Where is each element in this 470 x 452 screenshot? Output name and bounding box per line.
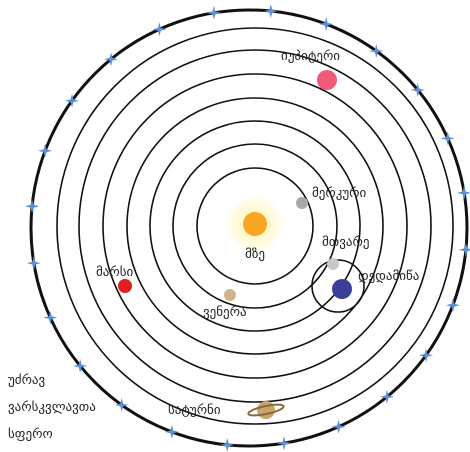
orbits — [56, 27, 454, 425]
moon — [327, 258, 339, 270]
sun-label: მზე — [245, 247, 265, 262]
star — [73, 359, 88, 373]
fixed-stars-label: უძრავ — [8, 373, 45, 388]
star — [206, 5, 221, 20]
orbit — [102, 73, 408, 379]
fixed-stars-label: სფერო — [8, 427, 53, 442]
star — [369, 44, 384, 58]
star — [410, 83, 425, 97]
orbit — [196, 167, 314, 285]
mars — [118, 279, 132, 293]
orbit — [149, 120, 361, 332]
mars-label: მარსი — [96, 265, 134, 280]
star — [458, 242, 470, 257]
orbit — [56, 27, 454, 425]
earth-label: დედამიწა — [358, 269, 419, 284]
star — [440, 131, 455, 146]
star — [380, 389, 394, 404]
earth — [332, 279, 352, 299]
venus-label: ვენერა — [203, 305, 247, 320]
star — [38, 143, 53, 158]
star — [263, 4, 278, 19]
fixed-star-sphere — [29, 8, 469, 448]
mercury — [296, 197, 308, 209]
jupiter-label: იუპიტერი — [281, 49, 340, 64]
stars — [25, 4, 470, 452]
venus — [224, 289, 236, 301]
saturn-label: სატურნი — [168, 403, 221, 418]
star — [331, 419, 346, 434]
star — [457, 185, 470, 200]
star — [114, 398, 129, 412]
jupiter — [317, 70, 337, 90]
star — [445, 298, 460, 313]
star — [104, 52, 118, 67]
star — [65, 93, 79, 108]
star — [419, 348, 433, 363]
orbit — [78, 49, 432, 403]
star — [26, 256, 41, 271]
saturn — [247, 401, 285, 419]
star — [152, 22, 167, 37]
sun — [243, 212, 267, 236]
star — [43, 310, 58, 325]
orbit — [126, 97, 384, 355]
star — [319, 17, 334, 32]
mercury-label: მერკური — [312, 186, 367, 201]
moon-orbit — [311, 259, 365, 313]
star — [220, 437, 235, 452]
star — [277, 436, 292, 451]
fixed-stars-label: ვარსკვლავთა — [8, 400, 96, 415]
moon-label: მთვარე — [322, 235, 369, 250]
star — [164, 424, 179, 439]
orbit — [172, 143, 338, 309]
star — [25, 199, 40, 214]
